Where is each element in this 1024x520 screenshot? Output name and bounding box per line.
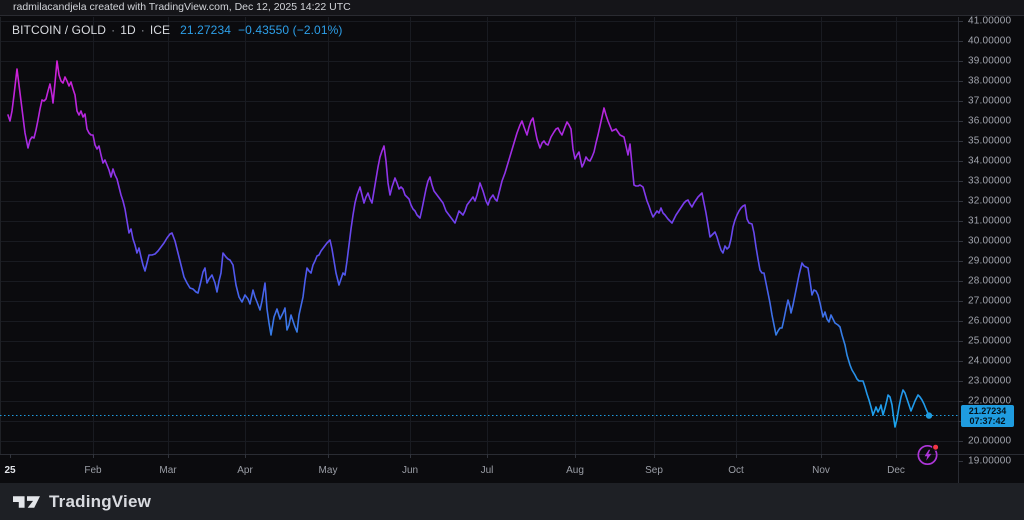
price-axis-label: 19.00000 [968, 455, 1012, 467]
chart-legend: BITCOIN / GOLD · 1D · ICE 21.27234 −0.43550 (−… [12, 23, 342, 37]
price-line [7, 60, 930, 428]
time-axis-label: Apr [237, 465, 253, 476]
price-axis-label: 24.00000 [968, 355, 1012, 367]
time-axis-label: Aug [566, 465, 584, 476]
tradingview-logo-icon[interactable] [13, 494, 40, 510]
symbol-title[interactable]: BITCOIN / GOLD [12, 23, 107, 37]
price-axis-label: 35.00000 [968, 135, 1012, 147]
time-axis-label: Nov [812, 465, 830, 476]
last-price-tag: 21.27234 07:37:42 [961, 404, 1014, 427]
price-axis-label: 26.00000 [968, 315, 1012, 327]
alert-red-dot [932, 443, 940, 451]
time-axis-label: May [318, 465, 338, 476]
price-axis-label: 40.00000 [968, 35, 1012, 47]
price-chart-canvas[interactable] [0, 17, 1024, 483]
last-price-value: 21.27234 [968, 405, 1007, 416]
news-flash-icon[interactable] [915, 441, 941, 467]
price-axis-label: 38.00000 [968, 75, 1012, 87]
price-axis-label: 34.00000 [968, 155, 1012, 167]
time-axis-label: Jul [480, 465, 494, 476]
time-axis-label: Jun [401, 465, 419, 476]
time-axis-label: 25 [4, 465, 16, 476]
price-axis-label: 36.00000 [968, 115, 1012, 127]
attribution-text: radmilacandjela created with TradingView… [13, 1, 351, 13]
time-axis-label: Oct [728, 465, 744, 476]
time-axis-label: Feb [84, 465, 102, 476]
tradingview-wordmark[interactable]: TradingView [49, 491, 152, 511]
legend-separator: · [140, 23, 145, 37]
price-axis-label: 33.00000 [968, 175, 1012, 187]
last-price-dot [925, 412, 933, 419]
price-axis-label: 32.00000 [968, 195, 1012, 207]
price-axis-label: 23.00000 [968, 375, 1012, 387]
chart-pane[interactable]: BITCOIN / GOLD · 1D · ICE 21.27234 −0.43550 (−… [0, 15, 1024, 483]
interval-label[interactable]: 1D [120, 23, 136, 37]
price-axis-label: 37.00000 [968, 95, 1012, 107]
bar-countdown: 07:37:42 [969, 415, 1006, 426]
price-axis-label: 20.00000 [968, 435, 1012, 447]
exchange-label: ICE [149, 23, 171, 37]
attribution-bar: radmilacandjela created with TradingView… [0, 0, 1024, 16]
lightning-bolt-icon [924, 449, 932, 461]
price-axis-label: 30.00000 [968, 235, 1012, 247]
legend-change: −0.43550 (−2.01%) [238, 23, 343, 37]
price-axis-label: 28.00000 [968, 275, 1012, 287]
price-axis-label: 31.00000 [968, 215, 1012, 227]
footer-bar: TradingView [0, 483, 1024, 520]
flash-circle [917, 444, 938, 466]
price-axis-label: 27.00000 [968, 295, 1012, 307]
price-axis-label: 39.00000 [968, 55, 1012, 67]
time-axis-label: Sep [645, 465, 663, 476]
price-axis-label: 41.00000 [968, 15, 1012, 27]
price-axis-label: 25.00000 [968, 335, 1012, 347]
price-axis-label: 22.00000 [968, 395, 1012, 407]
time-axis-label: Dec [887, 465, 905, 476]
legend-last-price: 21.27234 [180, 23, 232, 37]
price-axis-label: 29.00000 [968, 255, 1012, 267]
time-axis-label: Mar [159, 465, 177, 476]
legend-separator: · [111, 23, 116, 37]
